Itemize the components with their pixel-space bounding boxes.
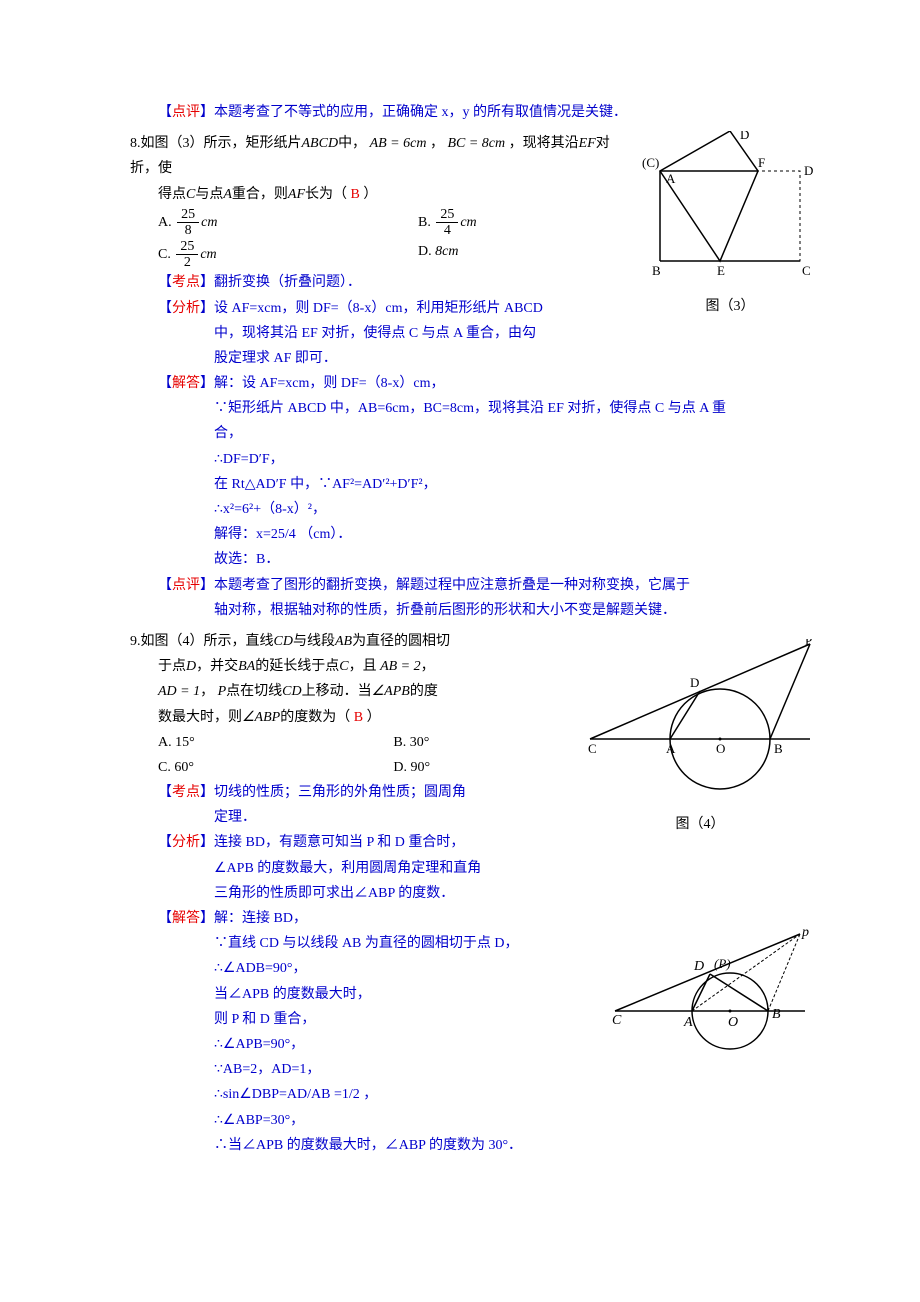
- q9-number: 9.: [130, 634, 141, 649]
- q9-answer: B: [354, 710, 363, 725]
- kaodian-label: 【考点】: [158, 780, 214, 830]
- svg-text:C: C: [588, 741, 597, 756]
- opt-b: B. 254cm: [418, 207, 598, 239]
- question-8: D (C) A F D B E C 图（3） 8.如图（3）所示，矩形纸片ABC…: [130, 131, 820, 623]
- opt-a: A. 15°: [158, 730, 393, 755]
- opt-d: D. 90°: [393, 755, 570, 780]
- q9-jieda: 【解答】 解：连接 BD， ∵直线 CD 与以线段 AB 为直径的圆相切于点 D…: [130, 906, 600, 1158]
- q9-options-row1: A. 15° B. 30°: [130, 730, 570, 755]
- svg-text:D: D: [804, 163, 813, 178]
- svg-text:D: D: [740, 131, 749, 142]
- figure-4: P D C A O B 图（4）: [580, 639, 820, 837]
- q9-fenxi: 【分析】 连接 BD，有题意可知当 P 和 D 重合时， ∠APB 的度数最大，…: [130, 830, 570, 906]
- svg-text:B: B: [652, 263, 661, 278]
- q8-number: 8.: [130, 136, 141, 151]
- figure-4-caption: 图（4）: [580, 812, 820, 837]
- svg-text:B: B: [772, 1007, 781, 1022]
- comment-text: 本题考查了不等式的应用，正确确定 x，y 的所有取值情况是关键．: [214, 105, 627, 120]
- svg-text:(C): (C): [642, 155, 659, 170]
- q8-answer: B: [351, 187, 360, 202]
- q9-options-row2: C. 60° D. 90°: [130, 755, 570, 780]
- svg-text:D: D: [693, 959, 704, 974]
- q8-fenxi: 【分析】 设 AF=xcm，则 DF=（8-x）cm，利用矩形纸片 ABCD 中…: [130, 296, 630, 372]
- svg-text:B: B: [774, 741, 783, 756]
- opt-c: C. 252cm: [158, 239, 418, 271]
- figure-3-svg: D (C) A F D B E C: [640, 131, 820, 281]
- item-7-comment: 【点评】本题考查了不等式的应用，正确确定 x，y 的所有取值情况是关键．: [130, 100, 820, 125]
- svg-text:F: F: [758, 155, 765, 170]
- figure-4-svg: P D C A O B: [580, 639, 820, 799]
- figure-3-caption: 图（3）: [640, 294, 820, 319]
- svg-text:O: O: [728, 1015, 738, 1030]
- svg-text:p: p: [801, 926, 809, 940]
- jieda-label: 【解答】: [158, 906, 214, 1158]
- jieda-label: 【解答】: [158, 371, 214, 573]
- svg-text:(P): (P): [714, 956, 731, 971]
- q9-kaodian: 【考点】 切线的性质；三角形的外角性质；圆周角 定理．: [130, 780, 570, 830]
- svg-text:C: C: [612, 1013, 622, 1028]
- q8-jieda: 【解答】 解：设 AF=xcm，则 DF=（8-x）cm， ∵矩形纸片 ABCD…: [130, 371, 820, 573]
- figure-4b-svg: p D (P) C A O B: [610, 926, 820, 1056]
- svg-text:O: O: [716, 741, 725, 756]
- dianping-label: 【点评】: [158, 573, 214, 623]
- svg-text:A: A: [666, 741, 676, 756]
- figure-4b: p D (P) C A O B: [610, 926, 820, 1065]
- q8-options-row2: C. 252cm D. 8cm: [130, 239, 630, 271]
- fenxi-label: 【分析】: [158, 296, 214, 372]
- document-page: 【点评】本题考查了不等式的应用，正确确定 x，y 的所有取值情况是关键． D (…: [130, 100, 820, 1158]
- kaodian-label: 【考点】: [158, 275, 214, 290]
- opt-a: A. 258cm: [158, 207, 418, 239]
- svg-text:A: A: [683, 1015, 693, 1030]
- svg-text:D: D: [690, 675, 699, 690]
- comment-label: 【点评】: [158, 105, 214, 120]
- opt-c: C. 60°: [158, 755, 393, 780]
- q8-dianping: 【点评】 本题考查了图形的翻折变换，解题过程中应注意折叠是一种对称变换，它属于 …: [130, 573, 820, 623]
- opt-b: B. 30°: [393, 730, 570, 755]
- figure-3: D (C) A F D B E C 图（3）: [640, 131, 820, 319]
- svg-text:C: C: [802, 263, 811, 278]
- svg-text:E: E: [717, 263, 725, 278]
- svg-text:A: A: [666, 171, 676, 186]
- q8-options-row1: A. 258cm B. 254cm: [130, 207, 630, 239]
- fenxi-label: 【分析】: [158, 830, 214, 906]
- question-9: P D C A O B 图（4） 9.如图（4）所示，直线CD与线段AB为直径的…: [130, 629, 820, 1158]
- opt-d: D. 8cm: [418, 239, 598, 271]
- svg-text:P: P: [805, 639, 812, 648]
